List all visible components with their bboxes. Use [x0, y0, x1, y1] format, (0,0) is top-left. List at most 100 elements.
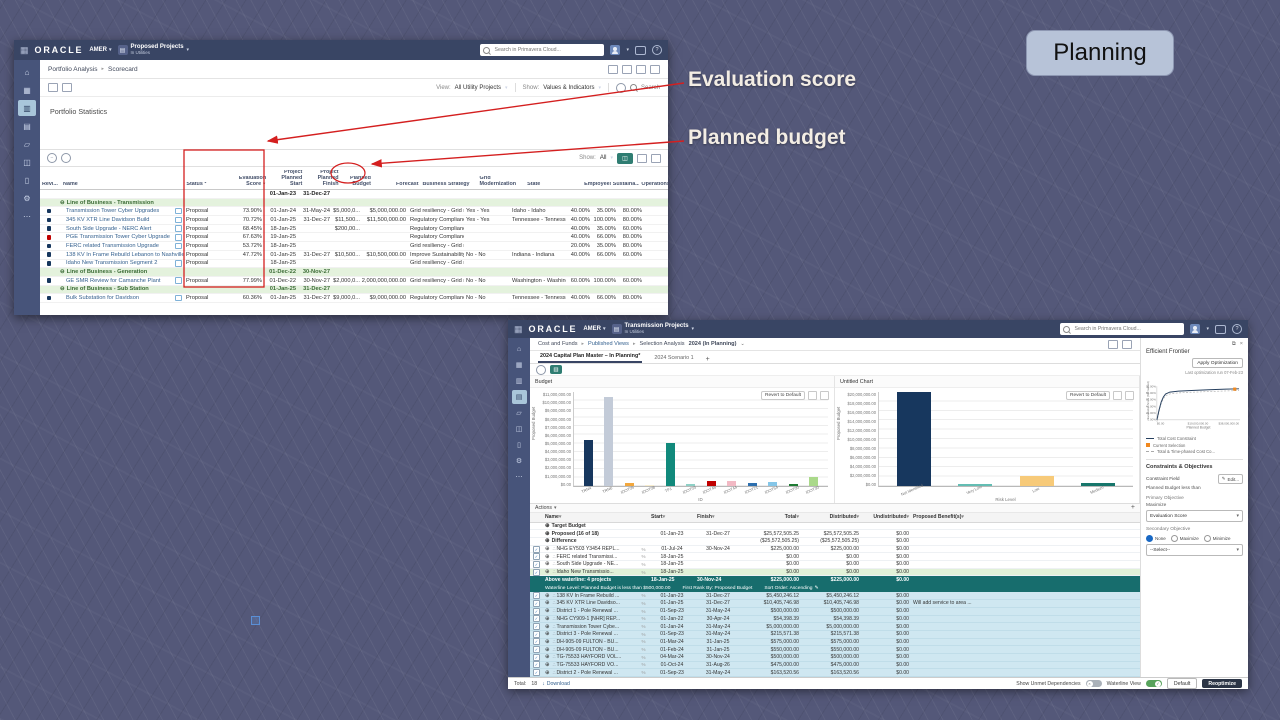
- table-row[interactable]: Bulk Substation for Davidson Proposal 60.3…: [40, 294, 668, 303]
- radio-minimize[interactable]: Minimize: [1203, 535, 1231, 542]
- column-header[interactable]: Undistributed ▾: [873, 514, 909, 521]
- user-avatar[interactable]: [610, 45, 621, 55]
- bar[interactable]: [624, 483, 634, 486]
- row-checkbox[interactable]: ✓: [533, 661, 540, 669]
- table-row[interactable]: ✓ ⊕ ∴ District 3 - Pole Renewal ...% 01-Sep-…: [530, 630, 1140, 639]
- column-header[interactable]: Revi...: [40, 182, 61, 188]
- sidebar-item-more[interactable]: ⋯: [23, 211, 31, 221]
- table-row[interactable]: ✓ ⊕ ∴ DH-905-09 FULTON - BU...% 01-Mar-24 31-…: [530, 638, 1140, 647]
- table-row[interactable]: FERC related Transmission Upgrade Proposa…: [40, 242, 668, 251]
- revert-to-default-button[interactable]: Revert to Default: [1066, 391, 1110, 401]
- selection-analysis-value[interactable]: 2024 (In Planning): [688, 341, 737, 348]
- bar[interactable]: [1019, 475, 1054, 486]
- row-checkbox[interactable]: ✓: [533, 553, 540, 561]
- share-icon[interactable]: [636, 64, 646, 74]
- wrench-icon[interactable]: [651, 153, 661, 163]
- search-input[interactable]: [492, 46, 602, 54]
- column-header[interactable]: Start ▾: [651, 514, 666, 521]
- row-checkbox[interactable]: ✓: [533, 615, 540, 623]
- notifications-icon[interactable]: [1215, 324, 1226, 334]
- bar[interactable]: [958, 483, 993, 486]
- chart-view-button[interactable]: ▥: [550, 365, 562, 375]
- collapse-all-icon[interactable]: −: [47, 153, 57, 163]
- bar[interactable]: [788, 484, 798, 486]
- undo-icon[interactable]: [48, 83, 58, 92]
- table-row[interactable]: ⊕ Proposed (16 of 18) 01-Jan-23 31-Dec-27 $2…: [530, 530, 1140, 538]
- settings-icon[interactable]: [62, 83, 72, 92]
- filter-icon[interactable]: [615, 82, 626, 93]
- expand-icon[interactable]: [820, 391, 829, 401]
- sidebar-item-home[interactable]: ⌂: [516, 345, 522, 353]
- table-row[interactable]: GE SMR Review for Camanche Plant Proposal…: [40, 277, 668, 286]
- sidebar-item-resources[interactable]: ◫: [515, 426, 523, 433]
- add-column-icon[interactable]: +: [1130, 504, 1135, 512]
- sidebar-item-resources[interactable]: ◫: [23, 157, 31, 167]
- breadcrumb-portfolio-analysis[interactable]: Portfolio Analysis: [48, 65, 98, 73]
- column-header[interactable]: Grid Modernization: [478, 176, 526, 188]
- table-row[interactable]: ✓ ⊕ ∴ 138 KV In Frame Rebuild ...% 01-Jan-23…: [530, 592, 1140, 601]
- table-row[interactable]: ✓ ⊕ ∴ NHG EY503 Y3454 REPL...% 01-Jul-24 30-N…: [530, 545, 1140, 554]
- table-row[interactable]: ✓ ⊕ ∴ NHG CY909-1 [NHR] REP...% 01-Jan-22 30-…: [530, 615, 1140, 624]
- bar[interactable]: [727, 481, 737, 486]
- close-icon[interactable]: ×: [1239, 341, 1243, 347]
- menu-grid-icon[interactable]: ▦: [514, 323, 523, 334]
- notifications-icon[interactable]: [635, 45, 646, 55]
- sidebar-item-files[interactable]: ▱: [23, 139, 31, 149]
- column-header[interactable]: Proposed Benefit(s) ▾: [913, 514, 964, 521]
- column-header[interactable]: Total ▾: [784, 514, 799, 521]
- default-button[interactable]: Default: [1166, 678, 1198, 689]
- waterline-view-toggle[interactable]: ✓: [1145, 680, 1162, 687]
- download-link[interactable]: ↓ Download: [542, 681, 570, 687]
- secondary-objective-select[interactable]: --Select-- ▾: [1146, 544, 1243, 556]
- row-checkbox[interactable]: ✓: [533, 669, 540, 677]
- column-header[interactable]: Sustaina...: [611, 182, 640, 188]
- expand-node-icon[interactable]: ⊕: [545, 600, 550, 607]
- column-header[interactable]: Evaluation Score▼: [226, 176, 268, 188]
- table-row[interactable]: ✓ ⊕ ∴ Transmission Tower Cybe...% 01-Jan-24 3…: [530, 623, 1140, 631]
- search-input[interactable]: [1072, 325, 1182, 333]
- user-avatar[interactable]: [1190, 324, 1201, 334]
- show-select[interactable]: Values & Indicators: [543, 84, 595, 91]
- breadcrumb-cost-and-funds[interactable]: Cost and Funds: [538, 341, 578, 348]
- sidebar-item-capital-planning[interactable]: ▤: [511, 390, 527, 404]
- expand-node-icon[interactable]: ⊕: [545, 654, 550, 661]
- comment-icon[interactable]: [174, 277, 182, 284]
- region-selector[interactable]: AMER ▾: [583, 326, 605, 332]
- expand-node-icon[interactable]: ⊕: [545, 561, 550, 568]
- expand-node-icon[interactable]: ⊕: [545, 592, 550, 599]
- sidebar-item-dashboard[interactable]: ▦: [23, 85, 31, 95]
- refresh-icon[interactable]: [536, 364, 546, 375]
- refresh-icon[interactable]: [61, 153, 71, 163]
- rows-show-select[interactable]: All: [599, 155, 607, 161]
- row-checkbox[interactable]: ✓: [533, 646, 540, 654]
- comment-icon[interactable]: [622, 64, 632, 74]
- expand-icon[interactable]: [1125, 391, 1134, 401]
- save-icon[interactable]: [608, 64, 618, 74]
- row-checkbox[interactable]: ✓: [533, 653, 540, 661]
- breadcrumb-published-views[interactable]: Published Views: [588, 341, 629, 348]
- column-header[interactable]: Forecast: [373, 182, 421, 188]
- sidebar-item-files[interactable]: ▱: [516, 410, 522, 417]
- table-row[interactable]: ✓ ⊕ ∴ TG-75533 HAYFORD VO...% 01-Oct-24 31-Au…: [530, 661, 1140, 670]
- table-search[interactable]: Search: [640, 84, 660, 91]
- column-header[interactable]: Employees: [582, 182, 611, 188]
- global-search[interactable]: [1060, 323, 1185, 335]
- comment-icon[interactable]: [174, 234, 182, 241]
- clipboard-icon[interactable]: [637, 153, 647, 163]
- table-row[interactable]: ✓ ⊕ ∴ Idaho New Transmissio...% 18-Jan-25 $0.…: [530, 568, 1140, 577]
- table-row[interactable]: ✓ ⊕ ∴ DH-905-09 FULTON - BU...% 01-Feb-24 31-…: [530, 646, 1140, 654]
- table-row[interactable]: Transmission Tower Cyber Upgrades Proposa…: [40, 207, 668, 217]
- wrench-icon[interactable]: [1113, 391, 1122, 401]
- row-checkbox[interactable]: ✓: [533, 592, 540, 600]
- table-row[interactable]: ✓ ⊕ ∴ South Side Upgrade - NE...% 18-Jan-25 $…: [530, 560, 1140, 569]
- edit-pencil-icon[interactable]: ✎: [814, 586, 819, 592]
- sidebar-item-reports[interactable]: ▯: [517, 442, 521, 449]
- sidebar-item-settings[interactable]: ⚙: [23, 193, 31, 203]
- column-header[interactable]: Planned Budget: [341, 176, 373, 188]
- comment-icon[interactable]: [174, 260, 182, 267]
- primary-objective-select[interactable]: Evaluation Score ▾: [1146, 510, 1243, 522]
- tab-scenario-1[interactable]: 2024 Scenario 1: [654, 355, 694, 362]
- sidebar-item-home[interactable]: ⌂: [24, 67, 30, 77]
- bar[interactable]: [686, 484, 696, 486]
- sidebar-item-settings[interactable]: ⚙: [515, 458, 523, 465]
